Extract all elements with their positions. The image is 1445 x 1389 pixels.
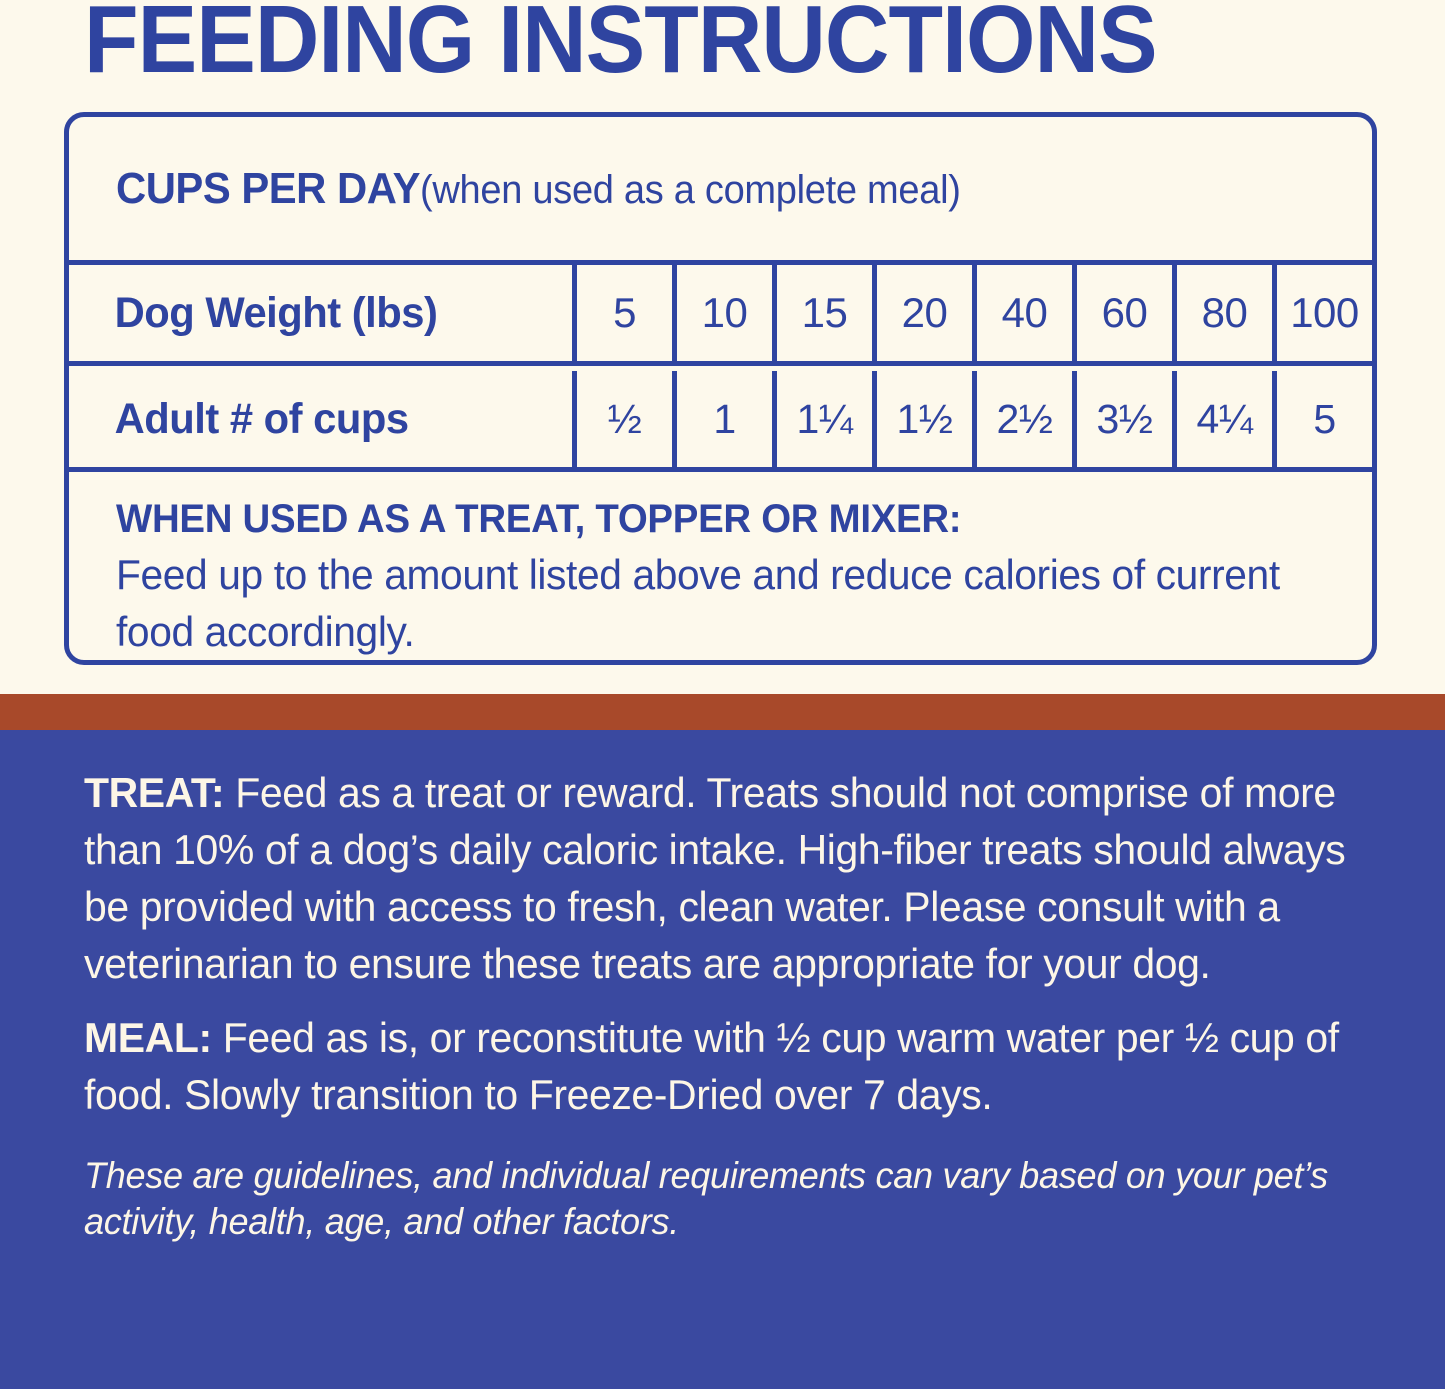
table-header-line: CUPS PER DAY(when used as a complete mea… — [116, 164, 961, 214]
table-cell: 5 — [1272, 371, 1372, 467]
table-cell: 10 — [672, 265, 772, 361]
page-title: FEEDING INSTRUCTIONS — [84, 0, 1158, 93]
row-label-dog-weight: Dog Weight (lbs) — [114, 288, 438, 337]
table-row-dog-weight: Dog Weight (lbs) 5 10 15 20 40 60 80 100 — [69, 265, 1372, 366]
treat-paragraph: TREAT: Feed as a treat or reward. Treats… — [84, 764, 1386, 992]
cups-per-day-table: CUPS PER DAY(when used as a complete mea… — [64, 112, 1377, 665]
table-cell: 1 — [672, 371, 772, 467]
table-header-row: CUPS PER DAY(when used as a complete mea… — [69, 117, 1372, 265]
row-label-adult-cups: Adult # of cups — [114, 394, 409, 443]
treat-label: TREAT: — [84, 769, 225, 816]
meal-paragraph: MEAL: Feed as is, or reconstitute with ½… — [84, 1009, 1386, 1123]
table-cell: 60 — [1072, 265, 1172, 361]
guidelines-disclaimer: These are guidelines, and individual req… — [84, 1155, 1328, 1242]
meal-text: Feed as is, or reconstitute with ½ cup w… — [84, 1014, 1339, 1118]
table-cell: 15 — [772, 265, 872, 361]
treat-topper-mixer-note: WHEN USED AS A TREAT, TOPPER OR MIXER: F… — [69, 476, 1372, 660]
brown-divider-band — [0, 694, 1445, 730]
table-cell: 2½ — [972, 371, 1072, 467]
treat-note-body: Feed up to the amount listed above and r… — [116, 551, 1280, 655]
bottom-blue-section: TREAT: Feed as a treat or reward. Treats… — [0, 730, 1445, 1389]
table-header-note: (when used as a complete meal) — [420, 167, 961, 212]
table-cell: 3½ — [1072, 371, 1172, 467]
top-cream-section: FEEDING INSTRUCTIONS CUPS PER DAY(when u… — [0, 0, 1445, 694]
table-cell: 20 — [872, 265, 972, 361]
table-row-adult-cups: Adult # of cups ½ 1 1¼ 1½ 2½ 3½ 4¼ 5 — [69, 371, 1372, 472]
table-header-title: CUPS PER DAY — [116, 163, 421, 213]
table-cell: 100 — [1272, 265, 1372, 361]
table-cell: 80 — [1172, 265, 1272, 361]
treat-note-heading: WHEN USED AS A TREAT, TOPPER OR MIXER: — [116, 497, 962, 541]
table-cell: ½ — [572, 371, 672, 467]
table-cell: 5 — [572, 265, 672, 361]
table-cell: 1¼ — [772, 371, 872, 467]
table-cell: 1½ — [872, 371, 972, 467]
table-cell: 40 — [972, 265, 1072, 361]
table-cell: 4¼ — [1172, 371, 1272, 467]
meal-label: MEAL: — [84, 1014, 212, 1061]
treat-text: Feed as a treat or reward. Treats should… — [84, 769, 1346, 987]
